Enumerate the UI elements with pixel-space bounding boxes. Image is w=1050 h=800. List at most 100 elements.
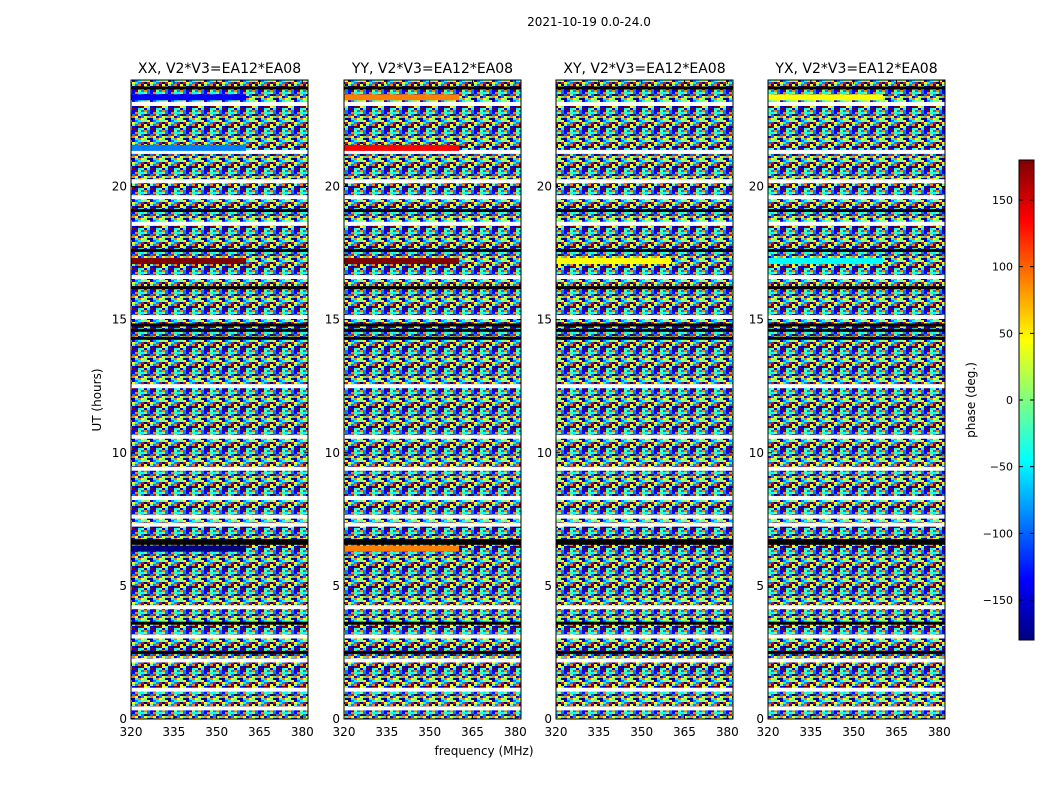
- coherent-band: [131, 94, 247, 101]
- dark-row: [344, 336, 521, 340]
- flagged-row: [768, 314, 945, 319]
- y-tick-label: 5: [332, 579, 340, 593]
- flagged-row: [131, 605, 308, 610]
- x-tick-label: 335: [799, 725, 822, 739]
- flagged-row: [556, 658, 733, 663]
- flagged-row: [556, 605, 733, 610]
- flagged-row: [556, 466, 733, 471]
- x-tick-label: 335: [162, 725, 185, 739]
- dark-row: [556, 323, 733, 327]
- dark-row: [556, 248, 733, 252]
- flagged-row: [768, 275, 945, 280]
- colorbar-tick-label: −50: [990, 461, 1013, 474]
- dark-row: [556, 336, 733, 340]
- coherent-band: [131, 258, 247, 265]
- y-tick-label: 10: [112, 446, 127, 460]
- dark-row: [768, 541, 945, 545]
- dark-row: [556, 328, 733, 332]
- flagged-row: [344, 634, 521, 639]
- flagged-row: [344, 706, 521, 711]
- flagged-row: [556, 434, 733, 439]
- colorbar-tick-label: 100: [992, 261, 1013, 274]
- colorbar-label: phase (deg.): [964, 362, 978, 438]
- y-tick-label: 15: [749, 313, 764, 327]
- coherent-band: [131, 545, 247, 552]
- colorbar-tick-label: −150: [983, 594, 1013, 607]
- x-tick-label: 350: [630, 725, 653, 739]
- colorbar-tick-label: 150: [992, 194, 1013, 207]
- dark-row: [344, 621, 521, 625]
- x-tick-label: 350: [418, 725, 441, 739]
- dark-row: [131, 621, 308, 625]
- coherent-band: [344, 94, 460, 101]
- flagged-row: [131, 434, 308, 439]
- y-tick-label: 20: [325, 180, 340, 194]
- dark-row: [344, 248, 521, 252]
- flagged-row: [768, 101, 945, 106]
- y-tick-label: 5: [544, 579, 552, 593]
- colorbar-ticks: −150 −100 −50 0 50 100 150: [983, 194, 1034, 607]
- y-tick-label: 10: [537, 446, 552, 460]
- panel-title: XY, V2*V3=EA12*EA08: [563, 61, 725, 77]
- flagged-row: [131, 149, 308, 154]
- x-tick-label: 365: [461, 725, 484, 739]
- flagged-row: [131, 221, 308, 226]
- y-tick-label: 20: [749, 180, 764, 194]
- heatmap-noise: [131, 80, 308, 719]
- dark-row: [131, 323, 308, 327]
- coherent-band: [768, 94, 884, 101]
- flagged-row: [131, 101, 308, 106]
- flagged-row: [768, 658, 945, 663]
- dark-row: [556, 650, 733, 654]
- flagged-row: [556, 221, 733, 226]
- x-tick-label: 380: [504, 725, 527, 739]
- flagged-row: [768, 179, 945, 184]
- x-tick-label: 320: [120, 725, 143, 739]
- flagged-row: [344, 149, 521, 154]
- heatmap-noise: [344, 80, 521, 719]
- figure-title: 2021-10-19 0.0-24.0: [527, 15, 651, 29]
- flagged-row: [344, 605, 521, 610]
- flagged-row: [131, 466, 308, 471]
- panel-2: XY, V2*V3=EA12*EA08 320 335 350 365 380 0 5 10 15…: [537, 61, 739, 739]
- flagged-row: [768, 384, 945, 389]
- flagged-row: [556, 275, 733, 280]
- y-tick-label: 20: [537, 180, 552, 194]
- dark-row: [556, 286, 733, 290]
- dark-row: [556, 208, 733, 212]
- flagged-row: [556, 706, 733, 711]
- flagged-row: [344, 314, 521, 319]
- coherent-band: [344, 144, 460, 151]
- y-tick-label: 15: [537, 313, 552, 327]
- flagged-row: [344, 496, 521, 501]
- y-tick-label: 5: [119, 579, 127, 593]
- flagged-row: [344, 384, 521, 389]
- flagged-row: [556, 634, 733, 639]
- y-tick-label: 10: [749, 446, 764, 460]
- x-tick-label: 350: [205, 725, 228, 739]
- flagged-row: [768, 466, 945, 471]
- colorbar: −150 −100 −50 0 50 100 150 phase (deg.): [964, 159, 1035, 641]
- dark-row: [768, 86, 945, 90]
- flagged-row: [768, 514, 945, 519]
- dark-row: [344, 323, 521, 327]
- heatmap-noise: [768, 80, 945, 719]
- dark-row: [344, 286, 521, 290]
- colorbar-tick-label: 50: [999, 327, 1013, 340]
- x-tick-label: 380: [291, 725, 314, 739]
- flagged-row: [131, 514, 308, 519]
- flagged-row: [556, 179, 733, 184]
- coherent-band: [344, 258, 460, 265]
- flagged-row: [344, 434, 521, 439]
- y-tick-label: 0: [119, 712, 127, 726]
- flagged-row: [344, 658, 521, 663]
- panels: XX, V2*V3=EA12*EA08 320 335 350 365 380 0 5 10 15…: [112, 61, 951, 739]
- panel-title: YY, V2*V3=EA12*EA08: [351, 61, 513, 77]
- flagged-row: [768, 221, 945, 226]
- flagged-row: [344, 101, 521, 106]
- flagged-row: [131, 275, 308, 280]
- heatmap-noise: [556, 80, 733, 719]
- dark-row: [131, 208, 308, 212]
- colorbar-tick-label: 0: [1006, 394, 1013, 407]
- y-tick-label: 20: [112, 180, 127, 194]
